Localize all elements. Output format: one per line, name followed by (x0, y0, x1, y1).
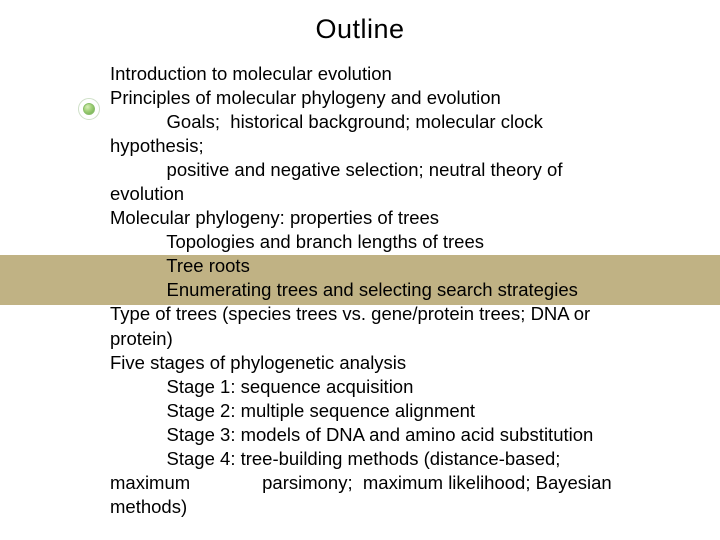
outline-line: Five stages of phylogenetic analysis (110, 351, 700, 375)
outline-line: Principles of molecular phylogeny and ev… (110, 86, 700, 110)
outline-line: Tree roots (110, 254, 700, 278)
outline-line: hypothesis; (110, 134, 700, 158)
bullet-inner-sphere (83, 103, 95, 115)
outline-line: Topologies and branch lengths of trees (110, 230, 700, 254)
outline-body: Introduction to molecular evolution Prin… (110, 62, 700, 519)
outline-line: Introduction to molecular evolution (110, 62, 700, 86)
outline-line: Stage 1: sequence acquisition (110, 375, 700, 399)
outline-line: Type of trees (species trees vs. gene/pr… (110, 302, 700, 326)
outline-line: evolution (110, 182, 700, 206)
outline-line: Molecular phylogeny: properties of trees (110, 206, 700, 230)
slide: Outline Introduction to molecular evolut… (0, 0, 720, 540)
outline-line: Stage 4: tree-building methods (distance… (110, 447, 700, 471)
outline-line: methods) (110, 495, 700, 519)
outline-line: maximum parsimony; maximum likelihood; B… (110, 471, 700, 495)
outline-line: protein) (110, 327, 700, 351)
outline-line: Enumerating trees and selecting search s… (110, 278, 700, 302)
outline-line: Stage 2: multiple sequence alignment (110, 399, 700, 423)
outline-line: Goals; historical background; molecular … (110, 110, 700, 134)
outline-line: positive and negative selection; neutral… (110, 158, 700, 182)
outline-line: Stage 3: models of DNA and amino acid su… (110, 423, 700, 447)
slide-title: Outline (0, 0, 720, 55)
bullet-icon (78, 98, 100, 120)
